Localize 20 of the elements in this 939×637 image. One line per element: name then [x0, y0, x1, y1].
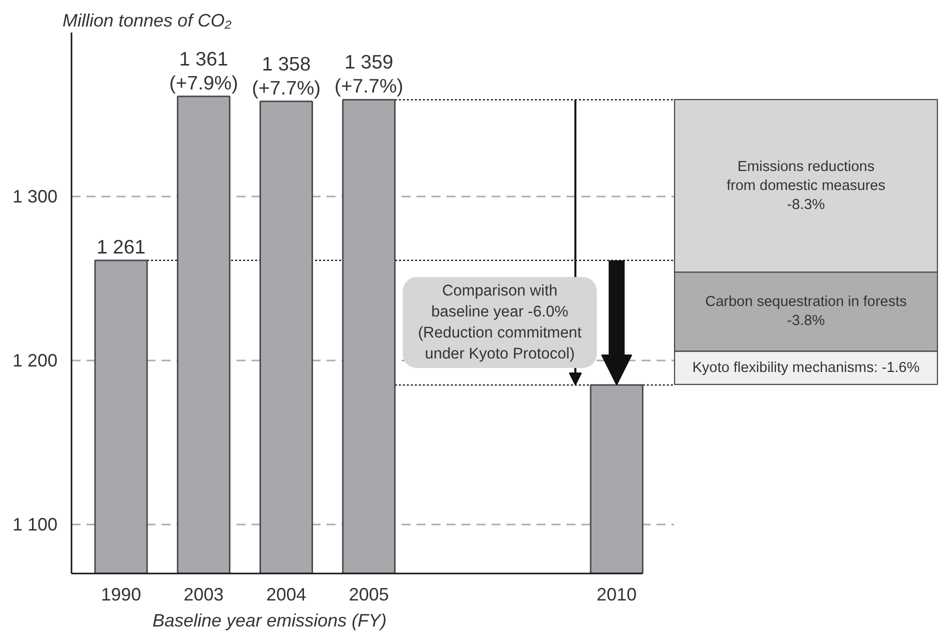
text: Kyoto flexibility mechanisms: -1.6% — [692, 360, 920, 376]
x-axis-title: Baseline year emissions (FY) — [152, 610, 387, 630]
data-label: 1 359 (+7.7%) — [334, 52, 404, 98]
data-label: -8.3% — [787, 196, 826, 213]
y-tick-label: 1 100 — [12, 514, 58, 534]
data-label: -3.8% — [787, 313, 826, 330]
series-label: Emissions reductions from domestic measures — [726, 158, 886, 194]
x-tick-label: 2004 — [266, 584, 306, 604]
data-label: 1 261 — [96, 236, 146, 258]
x-tick-label: 2005 — [348, 584, 389, 604]
data-label: 1 358 (+7.7%) — [252, 53, 321, 100]
y-tick-label: 1 300 — [12, 186, 58, 206]
x-tick-label: 1990 — [101, 584, 142, 604]
x-tick-label: 2003 — [184, 584, 224, 604]
data-label: 1 361 (+7.9%) — [169, 48, 238, 94]
y-axis-title: Million tonnes of CO₂ — [62, 10, 232, 30]
annotation: Comparison with baseline year -6.0% (Reduction commitment under Kyoto Protocol) — [418, 282, 582, 362]
y-tick-label: 1 200 — [12, 350, 58, 370]
series-label: Carbon sequestration in forests — [705, 294, 907, 310]
x-tick-label: 2010 — [596, 584, 637, 604]
